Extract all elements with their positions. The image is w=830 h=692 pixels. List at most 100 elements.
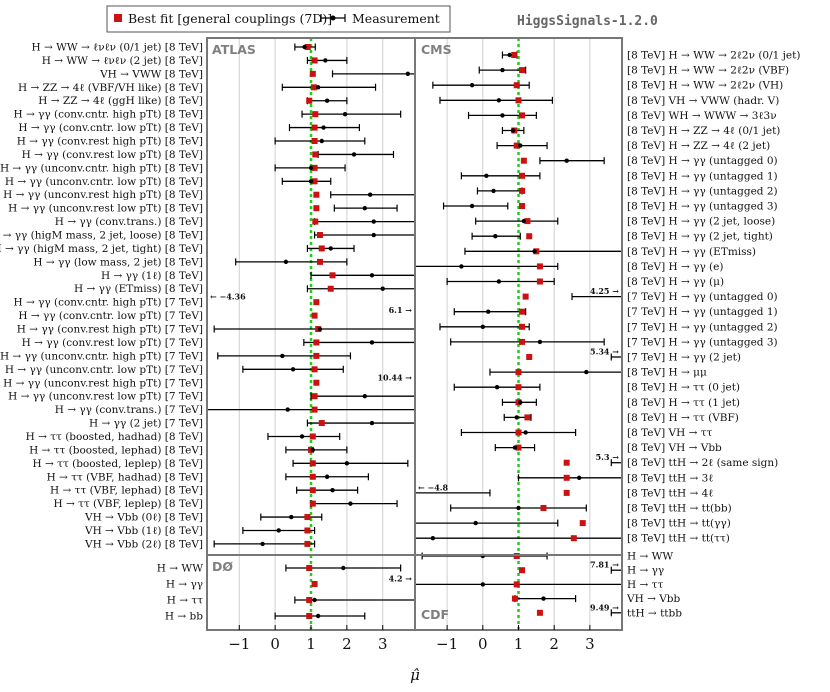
best-fit-marker (520, 157, 527, 164)
row-label: [7 TeV] H → γγ (untagged 3) (627, 336, 778, 348)
best-fit-marker (526, 233, 533, 240)
row-label: H → ττ (boosted, hadhad) [8 TeV] (26, 431, 203, 443)
measurement-point (371, 232, 376, 238)
best-fit-marker (318, 420, 325, 427)
measurement-point (367, 192, 373, 197)
measurement-point (324, 98, 330, 103)
measurement-point (362, 205, 367, 211)
best-fit-marker (536, 263, 543, 270)
measurement-point (290, 367, 296, 372)
measurement-point (473, 520, 478, 526)
measurement-point (405, 71, 411, 77)
row-label: H → γγ (ETmiss) [8 TeV] (74, 283, 203, 295)
row-label: [8 TeV] H → γγ (2 jet, tight) (627, 231, 773, 243)
row-label: H → γγ (unconv.cntr. low pTt) [7 TeV] (5, 364, 203, 376)
best-fit-marker (513, 142, 520, 149)
measurement-point (341, 565, 346, 571)
row-label: H → γγ (conv.cntr. high pTt) [8 TeV] (13, 109, 203, 121)
best-fit-marker (519, 67, 526, 74)
row-label: [8 TeV] H → ττ (VBF) (627, 412, 739, 424)
best-fit-marker (515, 384, 522, 391)
measurement-point (369, 420, 375, 426)
measurement-point (541, 596, 546, 601)
measurement-point (328, 246, 333, 251)
best-fit-marker (540, 505, 547, 511)
best-fit-marker (563, 474, 570, 481)
measurement-point (430, 536, 436, 541)
measurement-point (323, 58, 328, 63)
row-label: VH → Vbb (1ℓ) [8 TeV] (84, 525, 203, 537)
row-label: H → ττ (VBF, hadhad) [8 TeV] (47, 471, 203, 483)
row-label: [7 TeV] H → γγ (untagged 2) (627, 321, 778, 333)
tick-label: 2 (549, 635, 559, 653)
row-label: [8 TeV] H → γγ (untagged 0) (627, 155, 778, 167)
row-label: [8 TeV] H → WW → 2ℓ2ν (0/1 jet) (627, 50, 800, 62)
row-label: H → ττ (boosted, leplep) [8 TeV] (33, 458, 203, 470)
row-label: [8 TeV] VH → Vbb (627, 442, 722, 454)
row-label: [8 TeV] WH → WWW → 3ℓ3ν (627, 110, 777, 122)
best-fit-marker (313, 352, 320, 359)
measurement-point (584, 369, 589, 375)
measurement-point (371, 219, 376, 224)
measurement-point (312, 597, 317, 603)
best-fit-marker (313, 191, 320, 198)
measurement-point (285, 407, 290, 412)
best-fit-marker (522, 293, 529, 300)
measurement-point (484, 173, 489, 178)
best-fit-marker (519, 567, 526, 574)
measurement-point (344, 461, 350, 466)
row-label: H → ZZ → 4ℓ (VBF/VH like) [8 TeV] (18, 82, 203, 94)
measurement-point (564, 158, 569, 163)
row-label: [7 TeV] H → γγ (untagged 1) (627, 306, 778, 318)
row-label: H → γγ (conv.cntr. low pTt) [7 TeV] (18, 310, 203, 322)
best-fit-marker (309, 433, 316, 440)
offscale-annotation: 10.44 → (377, 372, 412, 382)
row-label: [8 TeV] H → γγ (untagged 1) (627, 170, 778, 182)
row-label: [8 TeV] H → γγ (ETmiss) (627, 246, 756, 258)
row-label: H → γγ (conv.trans.) [8 TeV] (55, 216, 203, 228)
row-label: [8 TeV] ttH → tt(ττ) (627, 533, 730, 545)
row-label: H → WW (627, 551, 673, 563)
row-label: H → ττ (627, 579, 663, 591)
best-fit-marker (312, 218, 319, 225)
measurement-point (283, 259, 289, 265)
panel-title: CDF (421, 607, 449, 622)
best-fit-marker (316, 258, 323, 265)
measurement-point (302, 44, 307, 50)
best-fit-marker (306, 597, 313, 603)
measurement-point (260, 541, 265, 547)
row-label: H → ττ (167, 595, 203, 607)
best-fit-marker (519, 308, 526, 315)
row-label: [8 TeV] VH → VWW (hadr. V) (627, 95, 779, 107)
offscale-annotation: 4.25 → (590, 286, 619, 296)
best-fit-marker (316, 232, 323, 239)
row-label: [8 TeV] H → ττ (1 jet) (627, 397, 740, 409)
row-label: [8 TeV] ttH → 4ℓ (627, 487, 713, 499)
row-label: H → γγ (conv.rest low pTt) [7 TeV] (22, 337, 203, 349)
row-label: [8 TeV] H → WW → 2ℓ2ν (VH) (627, 80, 783, 92)
offscale-annotation: 7.81 → (590, 560, 619, 570)
measurement-point (516, 505, 521, 511)
panel-title: ATLAS (212, 42, 256, 57)
row-label: H → γγ (conv.rest high pTt) [8 TeV] (17, 136, 203, 148)
measurement-point (308, 179, 314, 184)
tick-label: −1 (228, 635, 250, 653)
measurement-point (324, 474, 330, 479)
row-label: H → γγ (unconv.cntr. high pTt) [7 TeV] (0, 350, 203, 362)
offscale-annotation: 9.49 → (590, 602, 619, 612)
measurement-point (491, 188, 496, 194)
row-label: H → bb (165, 611, 203, 623)
measurement-point (299, 434, 305, 439)
best-fit-marker (309, 500, 316, 507)
best-fit-marker (519, 203, 526, 209)
best-fit-marker (309, 460, 316, 467)
measurement-point (351, 152, 357, 157)
measurement-point (319, 138, 324, 144)
measurement-point (480, 324, 486, 329)
measurement-point (469, 83, 475, 88)
best-fit-marker (311, 124, 318, 131)
best-fit-marker (524, 414, 531, 421)
measurement-point (469, 203, 475, 209)
best-fit-marker (311, 164, 318, 171)
best-fit-marker (312, 151, 319, 158)
